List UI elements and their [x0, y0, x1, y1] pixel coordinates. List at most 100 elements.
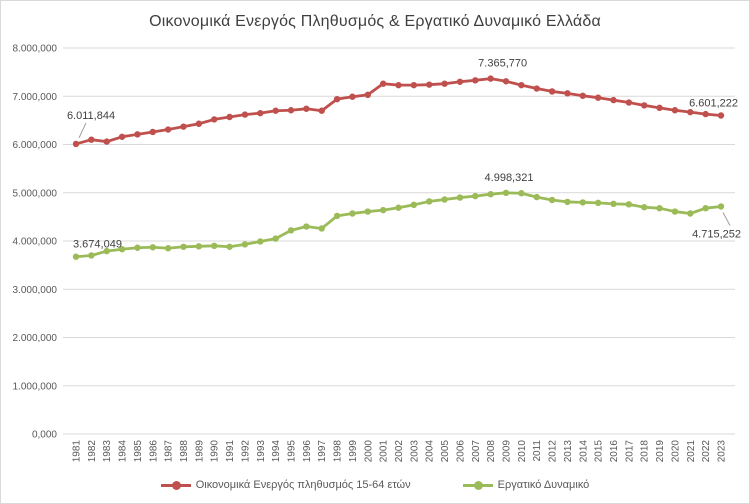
x-axis-label: 2010	[517, 440, 528, 463]
x-axis-label: 2001	[379, 440, 390, 463]
data-marker	[287, 107, 295, 114]
data-marker	[211, 116, 218, 123]
x-axis-label: 1982	[87, 440, 98, 463]
x-axis-label: 1983	[102, 440, 113, 463]
data-marker	[149, 244, 156, 251]
data-marker	[410, 81, 418, 89]
x-axis-label: 1993	[256, 440, 267, 463]
data-marker	[564, 198, 571, 206]
data-label: 6.011,844	[67, 110, 115, 122]
x-axis-label: 1989	[194, 440, 205, 463]
data-marker	[134, 131, 141, 138]
data-marker	[594, 199, 602, 207]
legend-label: Εργατικό Δυναμικό	[497, 479, 590, 491]
x-axis-label: 1995	[287, 440, 298, 463]
data-marker	[533, 85, 540, 92]
data-marker	[226, 243, 233, 250]
x-axis-label: 2006	[455, 440, 466, 463]
y-axis-label: 0,000	[32, 430, 57, 441]
data-marker	[579, 92, 586, 99]
data-marker	[641, 102, 648, 109]
y-axis-label: 1.000,000	[13, 381, 58, 392]
data-marker	[272, 235, 279, 242]
data-label: 3.674,049	[73, 239, 122, 251]
x-axis-label: 2015	[594, 440, 605, 463]
data-marker	[180, 243, 187, 250]
data-marker	[257, 238, 264, 245]
data-marker	[687, 210, 694, 217]
data-marker	[687, 108, 694, 116]
x-axis-label: 2008	[486, 440, 497, 463]
legend: Οικονομικά Ενεργός πληθυσμός 15-64 ετών Ε…	[1, 479, 749, 491]
x-axis-label: 2003	[409, 440, 420, 463]
x-axis-label: 2021	[686, 440, 697, 463]
data-marker	[333, 212, 341, 220]
y-axis-label: 7.000,000	[13, 92, 58, 103]
data-marker	[164, 245, 172, 252]
data-marker	[410, 201, 418, 209]
data-marker	[180, 123, 187, 130]
x-axis-label: 1994	[271, 440, 282, 463]
data-marker	[164, 126, 172, 133]
data-marker	[641, 204, 648, 211]
x-axis-label: 2004	[425, 440, 436, 463]
x-axis-label: 2018	[640, 440, 651, 463]
data-marker	[303, 105, 310, 112]
data-marker	[533, 193, 540, 201]
data-marker	[456, 78, 464, 85]
legend-marker-icon	[462, 480, 493, 490]
data-marker	[426, 198, 433, 205]
y-axis-label: 3.000,000	[13, 285, 58, 296]
x-axis-label: 2016	[609, 440, 620, 463]
data-marker	[717, 203, 725, 210]
data-marker	[610, 200, 617, 208]
x-axis-label: 2014	[578, 440, 589, 463]
series-line-1	[74, 191, 723, 259]
data-marker	[625, 99, 633, 106]
data-marker	[257, 109, 264, 117]
data-marker	[241, 241, 249, 248]
data-marker	[456, 194, 464, 201]
data-marker	[349, 210, 356, 217]
leader-line	[722, 212, 731, 226]
data-label: 4.998,321	[485, 172, 534, 184]
data-marker	[395, 204, 402, 211]
data-label: 4.715,252	[692, 228, 741, 240]
x-axis-label: 2000	[363, 440, 374, 463]
x-axis-label: 1997	[317, 440, 328, 463]
x-axis-label: 1986	[148, 440, 159, 463]
data-marker	[717, 112, 725, 119]
data-marker	[518, 190, 525, 197]
data-marker	[548, 88, 556, 95]
data-marker	[195, 120, 203, 127]
data-marker	[502, 78, 510, 85]
data-marker	[118, 246, 126, 253]
data-marker	[395, 81, 402, 89]
x-axis-label: 2023	[717, 440, 728, 463]
data-marker	[134, 244, 141, 251]
x-axis-label: 1984	[118, 440, 129, 463]
data-marker	[195, 243, 203, 250]
data-marker	[118, 133, 126, 140]
data-marker	[441, 196, 448, 203]
data-marker	[564, 90, 571, 97]
data-marker	[441, 80, 448, 87]
x-axis-label: 1991	[225, 440, 236, 463]
legend-item-1: Εργατικό Δυναμικό	[462, 479, 590, 491]
data-marker	[149, 128, 156, 136]
y-axis-label: 2.000,000	[13, 333, 58, 344]
data-marker	[379, 206, 387, 214]
data-label: 6.601,222	[689, 97, 738, 109]
data-marker	[594, 94, 602, 101]
data-marker	[287, 227, 295, 234]
x-axis-label: 2017	[624, 440, 635, 463]
data-marker	[502, 189, 510, 197]
data-marker	[426, 81, 433, 88]
x-axis-label: 1987	[164, 440, 175, 463]
x-axis-label: 1992	[240, 440, 251, 463]
data-marker	[579, 199, 586, 206]
x-axis-label: 1985	[133, 440, 144, 463]
series-line-0	[74, 77, 723, 146]
data-marker	[88, 252, 95, 259]
data-marker	[518, 81, 525, 89]
